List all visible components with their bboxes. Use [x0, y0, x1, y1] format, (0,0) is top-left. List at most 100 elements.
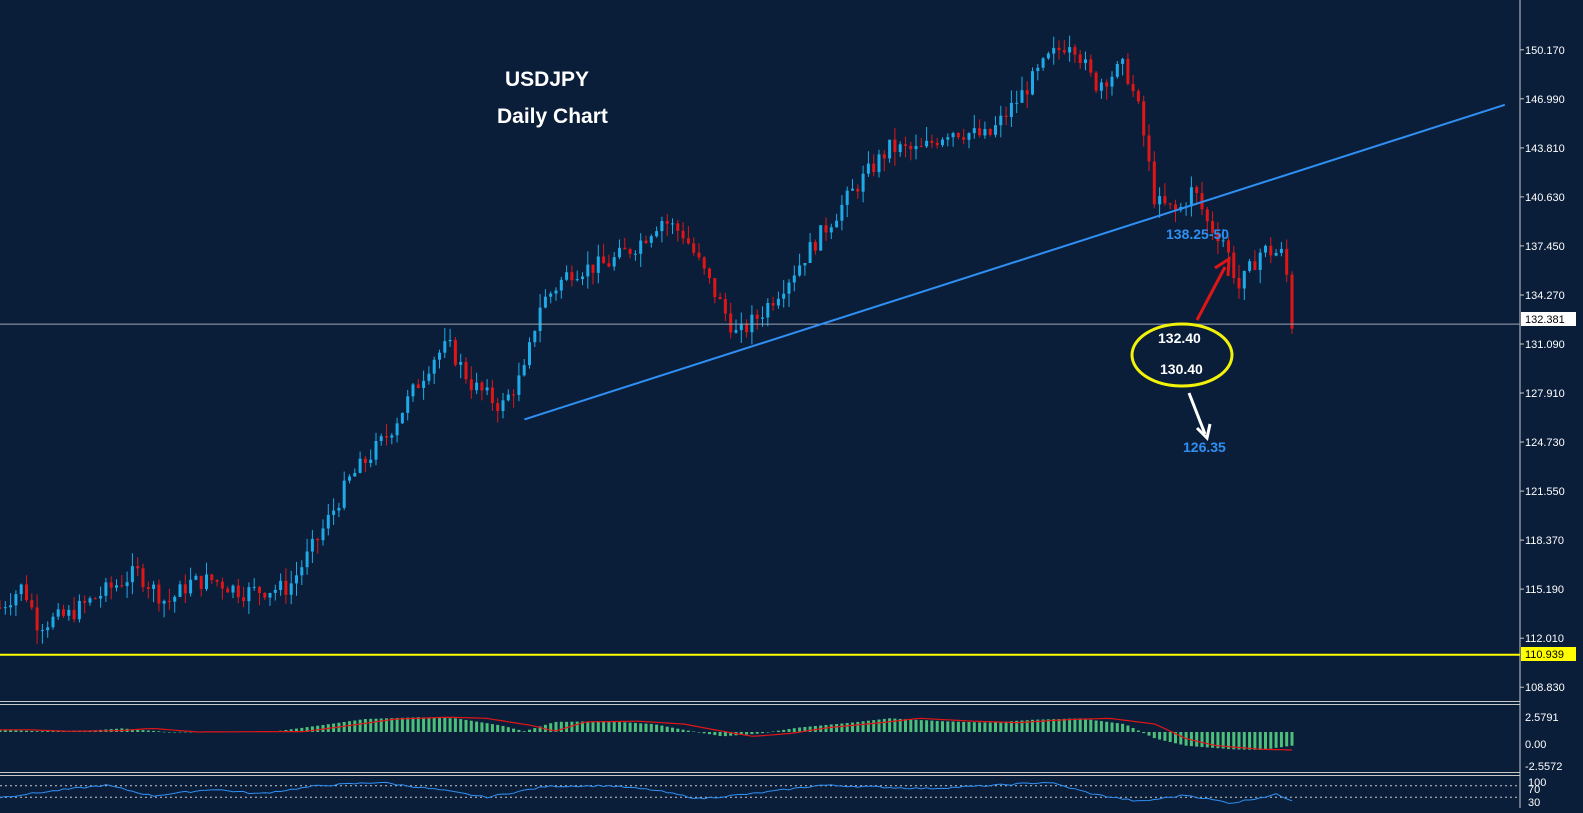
candle-body — [676, 223, 680, 231]
candle-body — [909, 145, 913, 150]
macd-histogram-bar — [1004, 721, 1008, 732]
macd-histogram-bar — [1205, 732, 1209, 748]
macd-histogram-bar — [904, 719, 907, 732]
candle-body — [1057, 47, 1061, 51]
macd-histogram-bar — [363, 719, 367, 732]
candle-body — [279, 580, 283, 590]
candle-body — [406, 396, 410, 413]
macd-histogram-bar — [1189, 732, 1193, 747]
macd-histogram-bar — [559, 721, 563, 732]
candle-body — [422, 380, 426, 388]
candle-body — [146, 587, 150, 589]
candle-body — [554, 290, 558, 294]
candle-body — [612, 257, 616, 267]
macd-histogram-bar — [1052, 719, 1056, 732]
macd-histogram-bar — [692, 731, 696, 732]
macd-histogram-bar — [295, 728, 298, 732]
macd-histogram-bar — [146, 730, 150, 732]
candle-body — [109, 582, 113, 588]
current-price-tag: 132.381 — [1521, 312, 1576, 326]
candle-body — [1258, 252, 1262, 270]
macd-histogram-bar — [1020, 720, 1024, 732]
candle-body — [649, 236, 653, 243]
overlay-group — [0, 103, 1520, 656]
macd-histogram-bar — [581, 721, 584, 732]
candle-body — [1242, 271, 1246, 289]
macd-tick-label: -2.5572 — [1525, 761, 1562, 773]
candle-body — [459, 362, 463, 365]
macd-histogram-bar — [713, 732, 717, 736]
candle-body — [607, 263, 611, 267]
macd-histogram-bar — [1041, 719, 1045, 732]
ellipse-lower-label: 130.40 — [1160, 361, 1203, 377]
macd-histogram-bar — [602, 721, 606, 732]
candle-body — [51, 616, 55, 628]
candle-body — [755, 314, 759, 319]
candle-body — [565, 272, 569, 280]
candle-body — [496, 403, 500, 411]
candle-body — [1031, 71, 1034, 95]
macd-histogram-bar — [1099, 721, 1103, 732]
candle-body — [321, 528, 325, 541]
candle-body — [337, 507, 341, 511]
macd-histogram-bar — [962, 721, 966, 732]
macd-histogram-bar — [708, 732, 711, 735]
macd-histogram-bar — [1237, 732, 1241, 750]
macd-histogram-bar — [1009, 721, 1013, 732]
candle-body — [252, 586, 256, 588]
candle-body — [872, 163, 876, 173]
candle-body — [845, 190, 849, 205]
macd-histogram-bar — [485, 723, 489, 732]
candle-body — [946, 137, 950, 140]
macd-histogram-bar — [416, 717, 420, 732]
macd-histogram-bar — [999, 721, 1003, 732]
candle-body — [1121, 58, 1125, 64]
macd-histogram-bar — [305, 727, 309, 732]
candle-body — [88, 598, 92, 603]
candle-body — [99, 595, 103, 599]
macd-histogram-bar — [1279, 732, 1283, 748]
macd-histogram-bar — [681, 729, 685, 732]
candle-body — [1274, 253, 1278, 256]
candle-body — [671, 223, 674, 225]
macd-histogram-bar — [528, 729, 531, 732]
candle-body — [782, 293, 786, 299]
candle-body — [83, 600, 87, 603]
candle-body — [882, 154, 886, 159]
candle-body — [475, 382, 479, 391]
candle-body — [1264, 245, 1267, 253]
price-tick-label: 124.730 — [1525, 437, 1565, 449]
macd-histogram-bar — [289, 729, 293, 732]
macd-histogram-bar — [152, 730, 156, 732]
candle-body — [633, 253, 637, 255]
candle-body — [1232, 252, 1236, 278]
candle-body — [1221, 240, 1225, 242]
macd-histogram-bar — [1062, 718, 1066, 732]
price-tick-label: 137.450 — [1525, 241, 1565, 253]
candles-group — [0, 35, 1294, 644]
target-label: 126.35 — [1183, 439, 1226, 455]
candle-body — [528, 342, 531, 366]
macd-histogram-bar — [565, 721, 569, 732]
macd-histogram-bar — [1258, 732, 1262, 750]
candle-body — [549, 293, 553, 297]
candle-body — [792, 275, 796, 283]
macd-histogram-bar — [570, 721, 574, 732]
macd-histogram-bar — [316, 725, 320, 732]
candle-body — [40, 630, 44, 632]
macd-histogram-bar — [935, 720, 939, 732]
candle-body — [1174, 204, 1177, 211]
candle-body — [708, 268, 711, 279]
macd-histogram-bar — [829, 724, 833, 732]
macd-histogram-bar — [1115, 723, 1119, 732]
candle-body — [718, 297, 722, 299]
macd-histogram-bar — [866, 720, 870, 732]
macd-histogram-bar — [385, 718, 388, 732]
plot-background — [0, 0, 1520, 808]
macd-histogram-bar — [628, 722, 632, 732]
candle-body — [464, 362, 468, 380]
macd-histogram-bar — [1078, 718, 1082, 732]
macd-histogram-bar — [755, 732, 759, 734]
candle-body — [1105, 82, 1109, 87]
